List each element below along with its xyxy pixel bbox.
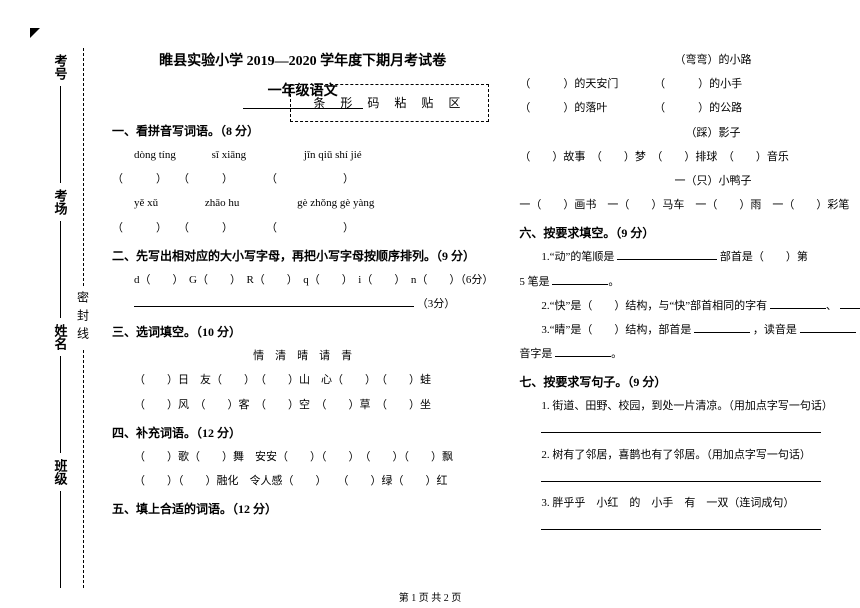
q2-heading: 二、先写出相对应的大小写字母，再把小写字母按顺序排列。（9 分） <box>112 244 493 268</box>
item: （ ）的落叶 <box>519 102 607 114</box>
q5-line5: （ ）故事 （ ）梦 （ ）排球 （ ）音乐 <box>519 145 860 169</box>
left-column: 睢县实验小学 2019—2020 学年度下期月考试卷 一年级语文 条 形 码 粘… <box>112 48 493 590</box>
label-exam-number: 考号 <box>51 54 70 80</box>
q4-heading: 四、补充词语。（12 分） <box>112 421 493 445</box>
pinyin: jīn qiū shí jié <box>304 149 362 161</box>
q1-row2: yě xǔ zhāo hu gè zhǒng gè yàng <box>112 191 493 215</box>
q5-heading: 五、填上合适的词语。（12 分） <box>112 497 493 521</box>
pinyin: sī xiāng <box>212 149 247 161</box>
text: 音字是 <box>519 348 552 360</box>
barcode-area: 条 形 码 粘 贴 区 <box>290 84 489 122</box>
blank <box>552 273 608 285</box>
q6-heading: 六、按要求填空。（9 分） <box>519 221 860 245</box>
binding-sidebar: 考号 考场 姓名 班级 密封线 <box>46 48 106 588</box>
blank <box>555 345 611 357</box>
text: 5 笔是 <box>519 276 549 288</box>
q1-blanks1: （ ） （ ） （ ） <box>112 167 493 191</box>
q6-2: 2.“快”是（ ）结构，与“快”部首相同的字有 、 。 <box>519 294 860 318</box>
answer-line <box>541 470 821 482</box>
q5-line2: （ ）的天安门 （ ）的小手 <box>519 72 860 96</box>
item: （ ）的天安门 <box>519 78 618 90</box>
fill-line <box>60 356 61 453</box>
pinyin: dòng tíng <box>134 149 176 161</box>
q1-blanks2: （ ） （ ） （ ） <box>112 216 493 240</box>
q5-line7: 一（ ）画书 一（ ）马车 一（ ）雨 一（ ）彩笔 <box>519 193 860 217</box>
q4-line2: （ ）（ ）融化 令人感（ ） （ ）绿（ ）红 <box>112 469 493 493</box>
text: 部首是（ ）第 <box>720 251 808 263</box>
page-corner-fold <box>30 28 40 38</box>
q5-line3: （ ）的落叶 （ ）的公路 <box>519 96 860 120</box>
q5-example3: 一（只）小鸭子 <box>519 169 860 193</box>
note: （3分） <box>417 298 456 310</box>
fill-line <box>60 491 61 588</box>
q7-3-ans <box>519 515 860 539</box>
q7-2-ans <box>519 467 860 491</box>
student-info-column: 考号 考场 姓名 班级 <box>46 48 74 588</box>
item: （ ）的公路 <box>654 102 742 114</box>
q3-line1: （ ）日 友（ ） （ ）山 心（ ） （ ）蛙 <box>112 368 493 392</box>
label-name: 姓名 <box>51 324 70 350</box>
fill-line <box>60 86 61 183</box>
q4-line1: （ ）歌（ ）舞 安安（ ）（ ） （ ）（ ）飘 <box>112 445 493 469</box>
page-footer: 第 1 页 共 2 页 <box>0 589 860 604</box>
q7-3: 3. 胖乎乎 小红 的 小手 有 一双（连词成句） <box>519 491 860 515</box>
pinyin: zhāo hu <box>205 197 240 209</box>
answer-line <box>541 421 821 433</box>
seal-dash <box>83 48 84 286</box>
exam-title: 睢县实验小学 2019—2020 学年度下期月考试卷 <box>112 48 493 76</box>
q6-3b: 音字是 。 <box>519 342 860 366</box>
seal-column: 密封线 <box>74 48 92 588</box>
q6-3: 3.“睛”是（ ）结构，部首是 ，读音是 ，它的同 <box>519 318 860 342</box>
blank <box>800 321 856 333</box>
blank <box>840 297 860 309</box>
q2-order-blank: （3分） <box>112 292 493 316</box>
blank <box>694 321 750 333</box>
item: （ ）的小手 <box>654 78 742 90</box>
q6-1b: 5 笔是 。 <box>519 270 860 294</box>
q2-letters: d（ ） G（ ） R（ ） q（ ） i（ ） n（ ）（6分） <box>112 268 493 292</box>
text: 1.“动”的笔顺是 <box>541 251 614 263</box>
q7-heading: 七、按要求写句子。（9 分） <box>519 370 860 394</box>
q1-heading: 一、看拼音写词语。（8 分） <box>112 119 493 143</box>
text: ，读音是 <box>753 324 797 336</box>
q3-heading: 三、选词填空。（10 分） <box>112 320 493 344</box>
blank-line <box>134 295 414 307</box>
answer-line <box>541 518 821 530</box>
label-room: 考场 <box>51 189 70 215</box>
fill-line <box>60 221 61 318</box>
page-content: 睢县实验小学 2019—2020 学年度下期月考试卷 一年级语文 条 形 码 粘… <box>112 48 828 590</box>
pinyin: yě xǔ <box>134 197 158 209</box>
blank <box>770 297 826 309</box>
pinyin: gè zhǒng gè yàng <box>297 197 374 209</box>
label-class: 班级 <box>51 459 70 485</box>
q6-1: 1.“动”的笔顺是 部首是（ ）第 <box>519 245 860 269</box>
right-column: （弯弯）的小路 （ ）的天安门 （ ）的小手 （ ）的落叶 （ ）的公路 （踩）… <box>519 48 860 590</box>
blank <box>617 248 717 260</box>
seal-text: 密封线 <box>75 291 92 345</box>
q3-line2: （ ）风 （ ）客 （ ）空 （ ）草 （ ）坐 <box>112 393 493 417</box>
seal-dash <box>83 350 84 588</box>
q5-example2: （踩）影子 <box>519 121 860 145</box>
text: 2.“快”是（ ）结构，与“快”部首相同的字有 <box>541 300 767 312</box>
q1-row1: dòng tíng sī xiāng jīn qiū shí jié <box>112 143 493 167</box>
q5-example1: （弯弯）的小路 <box>519 48 860 72</box>
q7-2: 2. 树有了邻居，喜鹊也有了邻居。（用加点字写一句话） <box>519 443 860 467</box>
q7-1-ans <box>519 418 860 442</box>
q3-options: 情 清 晴 请 青 <box>112 344 493 368</box>
text: 3.“睛”是（ ）结构，部首是 <box>541 324 691 336</box>
q7-1: 1. 街道、田野、校园，到处一片清凉。（用加点字写一句话） <box>519 394 860 418</box>
